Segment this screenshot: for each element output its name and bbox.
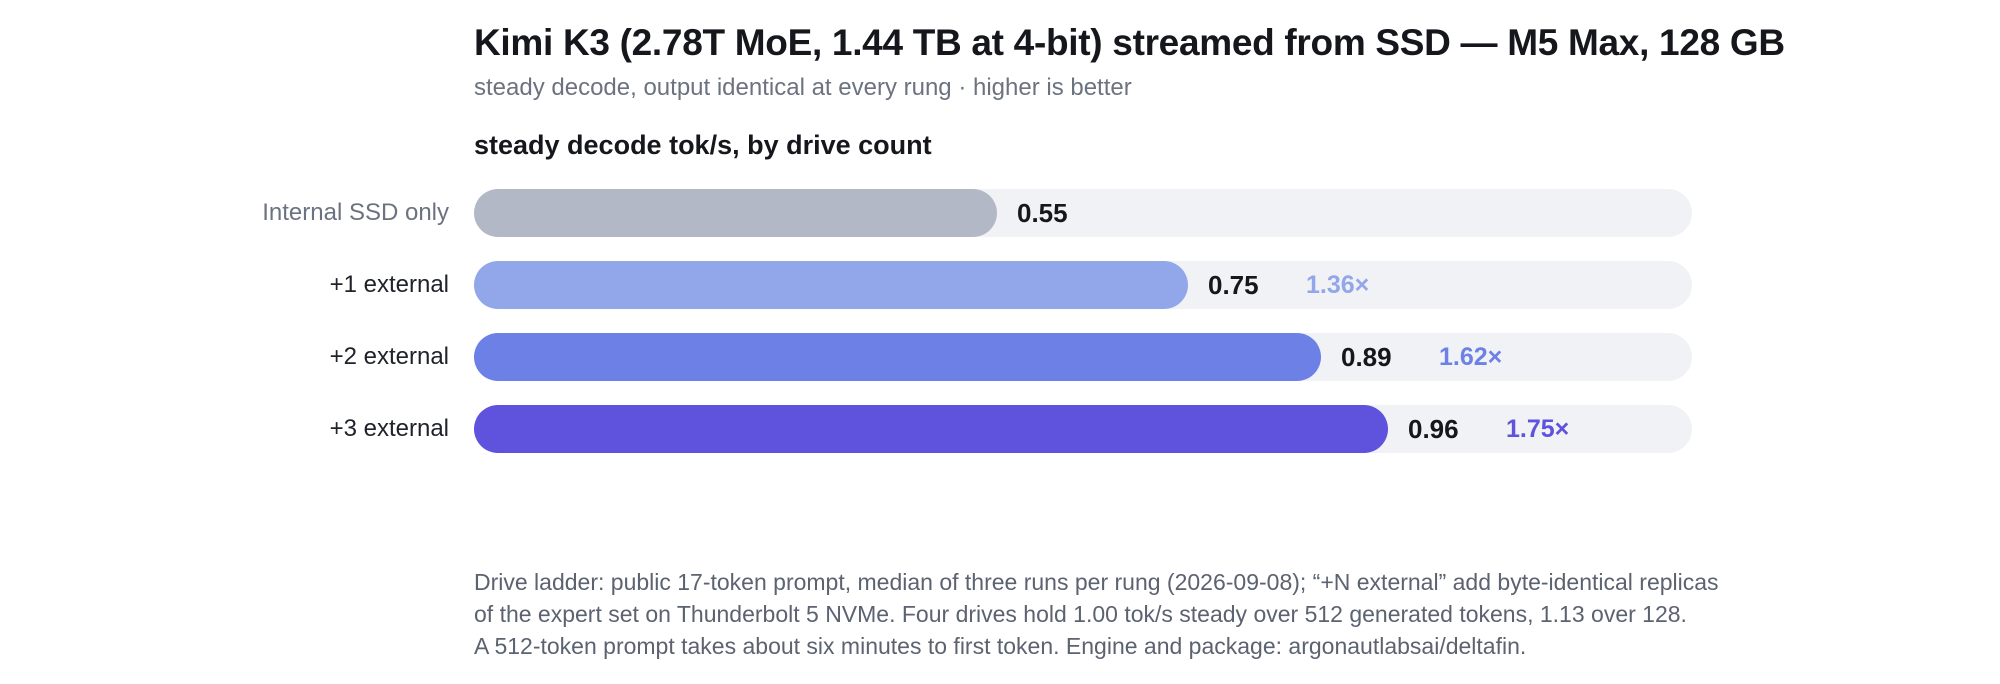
category-label: +1 external [329,271,449,298]
bar [474,405,1388,453]
value-label: 0.55 [1017,198,1068,228]
footnote-line: A 512-token prompt takes about six minut… [474,633,1527,659]
value-label: 0.89 [1341,342,1392,372]
bar-row: +1 external 0.75 1.36× [0,261,2000,309]
footnote-line: Drive ladder: public 17-token prompt, me… [474,569,1719,595]
value-label: 0.75 [1208,270,1259,300]
footnote: Drive ladder: public 17-token prompt, me… [474,566,1774,662]
plot-title: steady decode tok/s, by drive count [474,130,932,160]
chart-subtitle: steady decode, output identical at every… [474,74,1132,101]
speedup-label: 1.75× [1506,415,1570,443]
bar [474,333,1321,381]
category-label: +2 external [329,343,449,370]
speedup-label: 1.62× [1439,343,1503,371]
category-label: Internal SSD only [262,199,449,226]
footnote-line: of the expert set on Thunderbolt 5 NVMe.… [474,601,1687,627]
bar-row: +2 external 0.89 1.62× [0,333,2000,381]
bar [474,261,1188,309]
bar-row: +3 external 0.96 1.75× [0,405,2000,453]
chart-title-main: Kimi K3 (2.78T MoE, 1.44 TB at 4-bit) st… [474,22,1785,63]
bar [474,189,997,237]
value-label: 0.96 [1408,414,1459,444]
category-label: +3 external [329,415,449,442]
bar-row: Internal SSD only 0.55 [0,189,2000,237]
speedup-label: 1.36× [1306,271,1370,299]
